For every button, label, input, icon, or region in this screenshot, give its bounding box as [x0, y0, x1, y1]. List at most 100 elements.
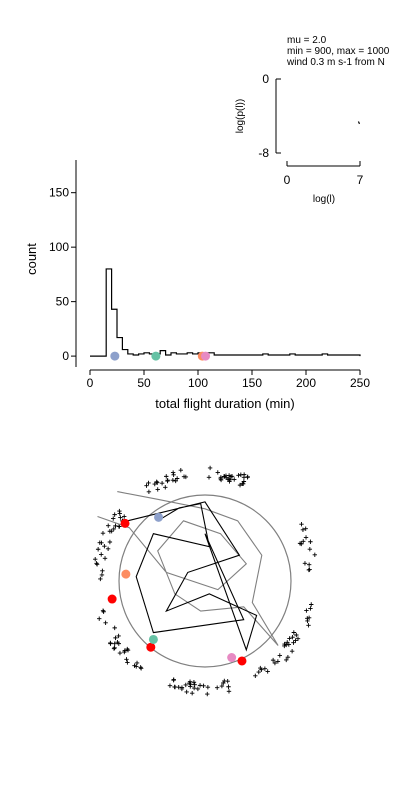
plume-cross — [300, 527, 306, 532]
inset-annotation-line-1: mu = 2.0 — [287, 35, 327, 46]
plume-cross — [219, 683, 225, 689]
plume-cross — [241, 475, 247, 480]
plume-cross — [287, 636, 292, 641]
plume-cross — [226, 689, 232, 694]
plume-cross — [98, 576, 103, 582]
plume-cross — [301, 539, 306, 544]
inset-y-label: log(p(l)) — [235, 99, 246, 133]
plume-cross — [290, 635, 295, 640]
trajectory-endpoint — [121, 569, 131, 579]
plume-cross — [112, 645, 117, 650]
inset-y-tick-label: -8 — [258, 146, 269, 160]
plume-cross — [236, 473, 241, 478]
plume-cross — [253, 673, 258, 679]
plume-cross — [285, 654, 291, 660]
plume-cross — [277, 653, 282, 658]
plume-cross — [94, 562, 100, 567]
hist-x-tick-label: 50 — [137, 376, 151, 390]
plume-cross — [112, 512, 117, 517]
plume-cross — [183, 474, 189, 480]
plume-cross — [170, 470, 176, 475]
plume-cross — [222, 678, 227, 684]
hist-y-ticks: 0 50 100 150 — [49, 186, 76, 363]
plume-cross — [113, 523, 118, 529]
plume-cross — [146, 489, 152, 494]
plume-cross — [270, 657, 276, 663]
plume-cross — [144, 483, 149, 488]
source-point — [120, 518, 130, 528]
hist-markers — [110, 351, 211, 361]
plume-cross — [214, 685, 220, 690]
plume-cross — [308, 539, 313, 544]
plume-cross — [308, 606, 313, 611]
inset-y-ticks: 0 -8 — [258, 72, 281, 160]
plume-cross — [291, 640, 296, 645]
plume-cross — [134, 660, 140, 666]
plume-cross — [179, 685, 185, 690]
plume-cross — [154, 479, 159, 485]
plume-cross — [303, 535, 309, 540]
trajectory-endpoint — [148, 634, 158, 644]
source-point — [237, 656, 247, 666]
plume-cross — [138, 666, 144, 671]
plume-cross — [229, 474, 235, 479]
plume-cross — [237, 482, 243, 488]
trajectory-black — [127, 501, 258, 652]
plume-cross — [302, 561, 308, 566]
plume-cross — [106, 523, 111, 528]
plume-cross — [99, 552, 104, 557]
plume-cross — [201, 683, 206, 689]
inset-x-label: log(l) — [313, 194, 335, 205]
plume-cross — [189, 690, 195, 696]
plume-cross — [215, 470, 220, 475]
plume-cross — [97, 616, 102, 621]
inset-panel: mu = 2.0 min = 900, max = 1000 wind 0.3 … — [235, 35, 390, 205]
plume-cross — [116, 633, 121, 639]
plume-cross — [103, 620, 108, 626]
inset-series-line — [357, 121, 361, 125]
plume-cross — [167, 683, 173, 688]
plume-cross — [164, 474, 169, 479]
plume-cross — [111, 646, 117, 651]
plume-cross — [306, 567, 312, 573]
plume-cross — [299, 521, 304, 527]
plume-cross — [272, 660, 278, 666]
plume-cross — [93, 556, 98, 562]
plume-cross — [178, 468, 184, 473]
hist-y-tick-label: 150 — [49, 186, 69, 200]
plume-cross — [100, 530, 106, 536]
plume-cross — [102, 543, 107, 549]
plume-cross — [275, 659, 281, 664]
plume-cross — [170, 478, 176, 483]
plume-cross — [205, 691, 210, 697]
plume-cross — [94, 561, 99, 566]
plume-cross — [108, 641, 113, 646]
plume-cross — [125, 648, 131, 653]
plume-cross — [294, 632, 299, 638]
inset-x-tick-label: 7 — [357, 173, 364, 187]
plume-cross — [138, 665, 143, 670]
plume-cross — [307, 546, 313, 552]
plume-cross — [107, 539, 113, 545]
hist-marker-point — [110, 351, 120, 361]
plume-cross — [118, 515, 123, 520]
arena-circle — [118, 494, 292, 668]
hist-step-line — [90, 268, 361, 357]
plume-cross — [152, 481, 157, 487]
hist-y-tick-label: 100 — [49, 240, 69, 254]
hist-x-tick-label: 100 — [188, 376, 208, 390]
plume-cross — [155, 480, 160, 485]
inset-x-tick-label: 0 — [284, 173, 291, 187]
trajectory-endpoint — [227, 653, 237, 663]
plume-cross — [285, 640, 290, 645]
plume-cross — [117, 511, 122, 516]
plume-cross — [282, 641, 287, 647]
hist-x-tick-label: 0 — [87, 376, 94, 390]
plume-cross — [221, 474, 227, 479]
hist-x-label: total flight duration (min) — [155, 396, 294, 411]
plume-cross — [259, 667, 264, 672]
inset-y-tick-label: 0 — [262, 72, 269, 86]
plume-cross — [105, 546, 111, 551]
